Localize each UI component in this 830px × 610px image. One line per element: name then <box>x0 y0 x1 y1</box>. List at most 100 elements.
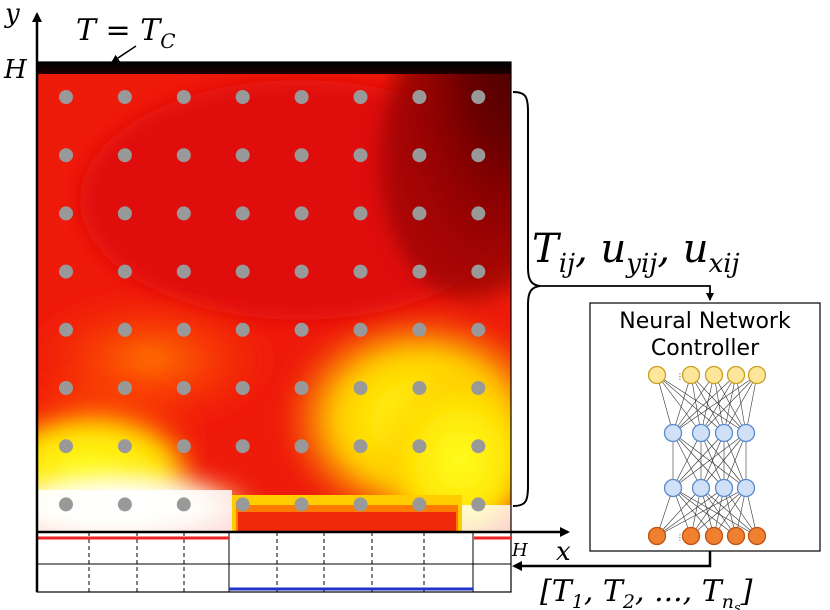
neuron <box>714 478 734 498</box>
sensor-probe <box>471 381 486 395</box>
sensor-probe <box>412 148 427 163</box>
network-edge <box>656 487 702 537</box>
sensor-to-controller-arrow <box>540 285 714 301</box>
sensor-probe <box>235 148 250 163</box>
sensor-probe <box>117 264 132 279</box>
neuron <box>663 478 683 498</box>
sensor-probe <box>59 381 73 395</box>
network-edge <box>672 374 715 434</box>
sensor-probe <box>294 381 309 395</box>
sensor-probe <box>176 90 191 104</box>
network-edge <box>672 432 725 489</box>
sensor-probe <box>117 90 132 104</box>
controller-title-line1: Neural Network <box>619 309 791 334</box>
sensor-probe <box>176 497 191 512</box>
sensor-probe <box>294 497 309 512</box>
sensor-probe <box>176 322 191 337</box>
sensor-probe <box>235 322 250 337</box>
neuron <box>726 365 746 385</box>
sensor-probe <box>353 497 368 512</box>
neuron <box>691 478 711 498</box>
network-neurons: ⋮⋮ <box>647 365 767 546</box>
neuron <box>747 365 767 385</box>
height-label-bottom: H <box>511 540 528 561</box>
network-edge <box>672 487 715 537</box>
sensor-probe <box>59 264 73 279</box>
network-edge <box>656 487 747 537</box>
neuron <box>663 423 683 443</box>
sensor-bracket <box>512 91 541 507</box>
sensor-probe <box>59 148 73 163</box>
network-connections <box>656 374 758 537</box>
network-edge <box>700 374 737 434</box>
sensor-probe <box>353 381 368 395</box>
sensor-probe <box>176 206 191 221</box>
neuron <box>704 365 724 385</box>
neuron <box>704 526 724 546</box>
neuron <box>647 526 667 546</box>
sensor-probe <box>235 439 250 454</box>
neuron <box>647 365 667 385</box>
sensor-probe <box>117 322 132 337</box>
y-axis-label: y <box>4 0 20 29</box>
sensor-probe <box>235 264 250 279</box>
sensor-probe <box>117 381 132 395</box>
sensor-probe <box>117 497 132 512</box>
neuron <box>714 423 734 443</box>
sensor-probe <box>412 381 427 395</box>
sensor-probe <box>471 439 486 454</box>
neuron <box>691 423 711 443</box>
sensor-probe <box>353 148 368 163</box>
sensor-probe <box>235 206 250 221</box>
sensor-probe <box>59 497 73 512</box>
network-edge <box>723 432 747 489</box>
network-edge <box>656 374 747 434</box>
top-boundary-condition: T = TC <box>76 13 176 63</box>
network-edge <box>735 374 747 434</box>
sensor-probe <box>235 381 250 395</box>
neuron <box>747 526 767 546</box>
sensor-probe <box>471 148 486 163</box>
sensor-probe <box>353 439 368 454</box>
network-edge <box>700 374 758 434</box>
sensor-probe <box>412 90 427 104</box>
sensor-variables-label: Tij, uyij, uxij <box>532 226 740 279</box>
sensor-probe <box>117 148 132 163</box>
network-edge <box>713 487 747 537</box>
sensor-probe <box>471 90 486 104</box>
sensor-probe <box>412 497 427 512</box>
network-edge <box>672 432 747 489</box>
network-edge <box>656 374 674 434</box>
network-edge <box>656 374 702 434</box>
network-edge <box>723 487 758 537</box>
network-edge <box>700 374 715 434</box>
neuron <box>726 526 746 546</box>
sensor-probe <box>59 206 73 221</box>
sensor-probe <box>176 264 191 279</box>
controller-title-line2: Controller <box>651 336 760 361</box>
network-edge <box>690 374 702 434</box>
network-edge <box>672 487 758 537</box>
network-edge <box>656 374 725 434</box>
sensor-probe <box>412 206 427 221</box>
network-edge <box>672 432 702 489</box>
network-edge <box>690 487 725 537</box>
boundary-actuator-strip <box>36 531 512 593</box>
x-axis-label: x <box>556 537 571 567</box>
sensor-probe <box>176 439 191 454</box>
sensor-probe <box>471 497 486 512</box>
top-condition-text: T = TC <box>76 13 176 53</box>
neuron-ellipsis: ⋮ <box>676 372 684 381</box>
network-edge <box>745 374 758 434</box>
network-edge <box>713 374 725 434</box>
network-edge <box>700 487 758 537</box>
neuron-ellipsis: ⋮ <box>676 533 684 542</box>
network-edge <box>723 374 737 434</box>
sensor-probe <box>412 322 427 337</box>
sensor-probe <box>235 90 250 104</box>
sensor-probe <box>294 148 309 163</box>
sensor-probe <box>412 439 427 454</box>
neuron <box>736 423 756 443</box>
sensor-probe <box>353 264 368 279</box>
